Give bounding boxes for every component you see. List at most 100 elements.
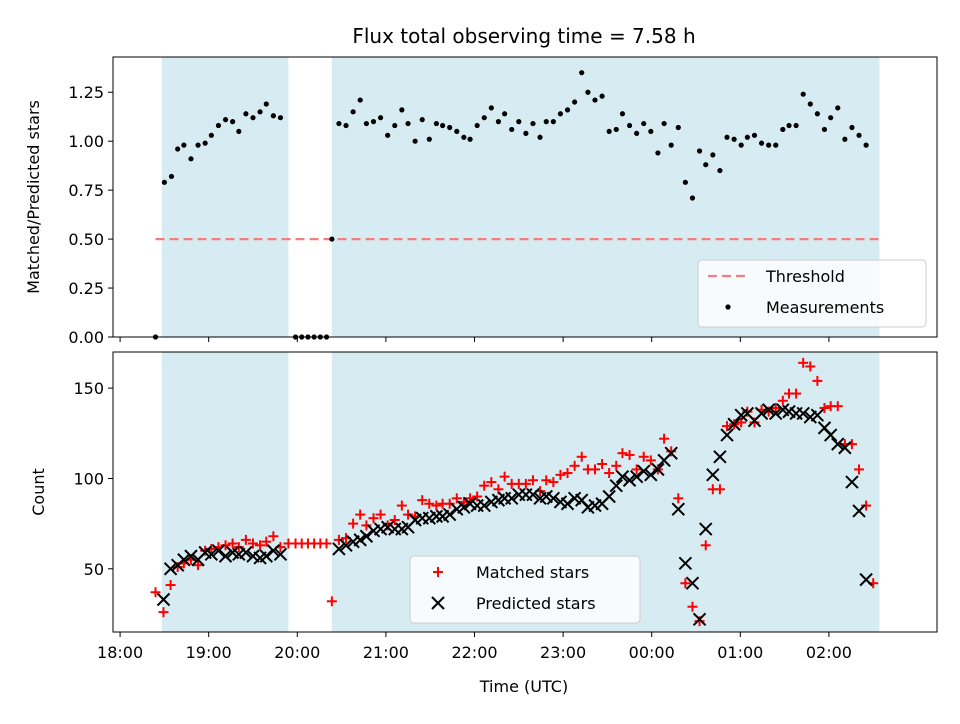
chart-title: Flux total observing time = 7.58 h [352, 24, 695, 48]
matched-star-point [240, 534, 251, 545]
matched-star-point [589, 464, 600, 475]
predicted-star-point [692, 612, 707, 627]
measurement-point [509, 126, 515, 133]
predicted-star-point [852, 504, 866, 518]
measurement-point [263, 101, 269, 107]
measurement-point [619, 111, 626, 117]
matched-star-point [541, 475, 552, 486]
measurement-point [222, 117, 229, 123]
matched-star-point [714, 484, 725, 495]
measurement-point [350, 109, 356, 115]
predicted-star-point [477, 498, 491, 513]
measurement-point [370, 119, 377, 125]
matched-star-point [854, 464, 865, 475]
measurement-point [724, 134, 730, 140]
matched-star-point [562, 468, 573, 479]
predicted-star-point [720, 428, 734, 442]
measurement-point [641, 120, 647, 127]
matched-star-point [770, 403, 781, 413]
predicted-star-point [622, 473, 637, 487]
measurement-point [461, 134, 467, 140]
measurement-point [467, 136, 473, 142]
predicted-star-point [859, 572, 873, 587]
measurement-point [270, 113, 276, 119]
predicted-star-point [239, 545, 253, 560]
measurement-point [530, 120, 536, 127]
measurement-point [488, 105, 494, 111]
matched-star-point [687, 601, 698, 612]
measurement-point [863, 142, 869, 148]
top-legend: Threshold Measurements [697, 259, 927, 328]
measurement-point [572, 99, 578, 105]
measurement-point [202, 140, 208, 146]
measurement-point [655, 150, 661, 156]
measurement-point [835, 105, 841, 111]
matched-star-point [694, 616, 705, 627]
measurement-point [821, 126, 828, 133]
matched-star-point [700, 540, 711, 551]
measurement-point [516, 119, 522, 125]
matched-star-point [172, 561, 183, 572]
bottom-y-tick-label: 100 [73, 469, 104, 488]
matched-star-point [659, 433, 670, 444]
measurement-point [257, 109, 263, 115]
x-tick-label: 22:00 [451, 643, 497, 662]
measurement-point [399, 107, 405, 113]
matched-star-point [348, 518, 359, 529]
matched-star-point [805, 361, 816, 372]
measurement-point [392, 122, 398, 129]
matched-star-point [268, 531, 279, 542]
matched-star-point [227, 538, 238, 549]
matched-star-point [666, 446, 677, 457]
predicted-star-point [664, 446, 678, 460]
measurement-point [738, 142, 744, 148]
measurement-point [208, 132, 214, 138]
measurement-point [564, 107, 571, 113]
measurement-point [717, 167, 723, 174]
matched-star-point [451, 493, 462, 504]
measurement-point [336, 120, 342, 127]
predicted-star-point [211, 544, 226, 558]
measurement-point [668, 142, 674, 148]
measurement-point [412, 138, 418, 144]
measurement-point [181, 142, 187, 148]
predicted-star-point [671, 502, 685, 516]
matched-star-point [333, 534, 344, 545]
matched-star-point [680, 578, 691, 589]
measurement-point [405, 120, 411, 127]
matched-star-point [355, 509, 366, 520]
predicted-star-point [706, 468, 720, 482]
matched-star-point [520, 478, 531, 489]
measurement-point [537, 134, 543, 140]
bottom-y-tick-label: 150 [73, 379, 104, 398]
x-tick-label: 23:00 [540, 643, 586, 662]
predicted-star-point [713, 450, 727, 464]
matched-star-point [576, 451, 587, 462]
matched-star-point [479, 480, 490, 491]
measurement-point [250, 115, 256, 121]
matched-star-point [326, 596, 337, 607]
matched-star-point [819, 403, 830, 413]
measurement-point [329, 236, 335, 242]
measurement-point [856, 132, 862, 138]
matched-star-point [631, 464, 642, 475]
measurement-point [626, 122, 633, 129]
measurement-point [579, 70, 585, 76]
predicted-star-point [644, 468, 658, 482]
predicted-star-point [218, 549, 233, 563]
predicted-star-point [429, 509, 444, 524]
measurement-point [168, 173, 175, 180]
predicted-star-point [685, 576, 700, 590]
measurement-point [236, 128, 242, 135]
measurement-point [599, 93, 605, 99]
measurement-point [188, 156, 194, 162]
matched-star-point [624, 449, 635, 460]
legend-matched-label: Matched stars [476, 563, 589, 582]
measurement-point [363, 120, 370, 127]
matched-star-point [403, 509, 414, 520]
matched-star-point [791, 388, 802, 399]
matched-star-point [321, 538, 332, 549]
measurement-point [634, 130, 640, 136]
measurement-point [447, 124, 453, 131]
measurement-point [773, 142, 779, 148]
